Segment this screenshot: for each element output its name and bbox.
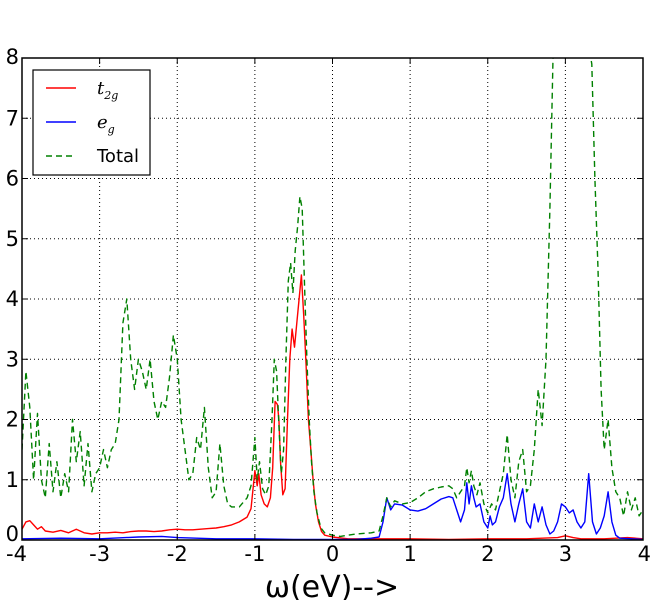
y-tick-label: 7 [6,106,19,130]
x-tick-label: -4 [6,542,27,566]
x-tick-label: 4 [638,542,651,566]
legend-label-t2g: t2g [97,78,118,102]
x-tick-label: 0 [326,542,339,566]
series-line-eg [22,473,643,540]
series-layer [22,58,643,540]
y-tick-label: 0 [6,522,19,546]
series-line-t2g [22,274,643,540]
x-tick-label: 2 [481,542,494,566]
x-tick-label: 1 [403,542,416,566]
x-tick-label: 3 [559,542,572,566]
x-tick-label: -3 [89,542,110,566]
x-tick-label: -1 [244,542,265,566]
y-tick-label: 3 [6,347,19,371]
x-axis-label: ω(eV)--> [265,570,399,600]
y-tick-label: 4 [6,287,19,311]
x-tick-label: -2 [167,542,188,566]
y-tick-label: 8 [6,45,19,69]
legend-label-total: Total [96,146,139,167]
axis-ticks: -4 -3 -2 -1 0 1 2 3 4 0 1 2 3 4 5 6 7 8 [6,45,651,566]
y-tick-label: 2 [6,408,19,432]
y-tick-label: 6 [6,167,19,191]
series-line-total [22,58,643,538]
y-tick-label: 5 [6,227,19,251]
legend-label-eg: eg [97,112,115,136]
legend: t2g eg Total [32,69,151,176]
y-tick-label: 1 [6,468,19,492]
